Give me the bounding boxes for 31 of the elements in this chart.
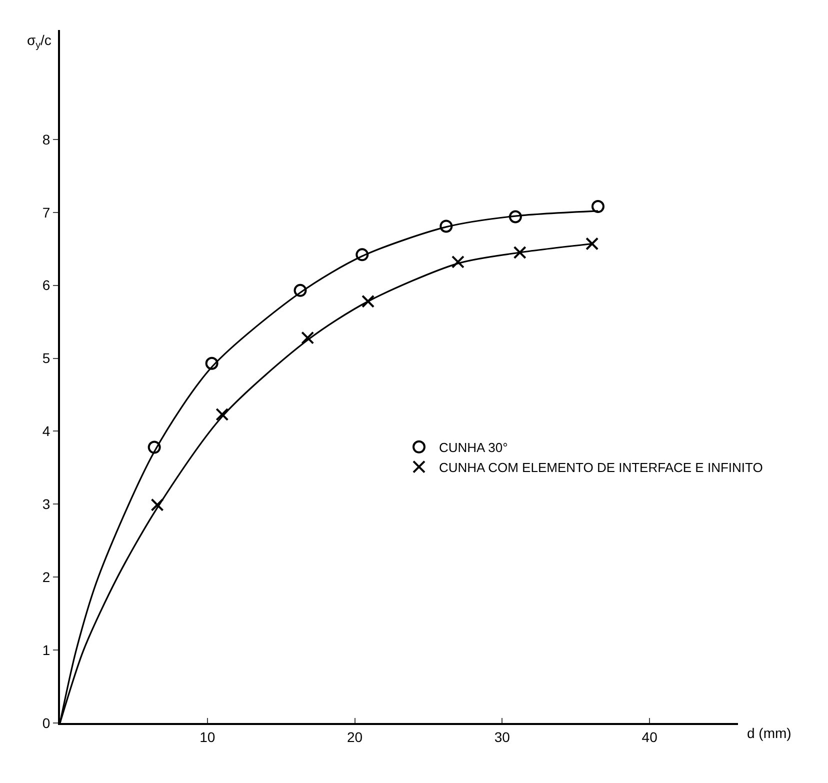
point	[148, 440, 161, 454]
point	[513, 246, 526, 259]
y-tick-label: 8	[42, 131, 50, 148]
y-tick-label: 6	[42, 277, 50, 294]
x-tick-label: 20	[346, 728, 363, 745]
point	[362, 294, 375, 308]
y-tick-label: 5	[42, 350, 50, 366]
y-tick-label: 3	[42, 496, 50, 512]
point	[440, 220, 453, 233]
point	[294, 284, 307, 297]
point	[356, 248, 369, 262]
y-axis-title: σ$_{y}$/c	[27, 32, 52, 51]
legend-label: CUNHA 30°	[439, 440, 508, 455]
point	[150, 498, 164, 512]
legend-label: CUNHA COM ELEMENTO DE INTERFACE E INFINITO	[439, 460, 763, 475]
x-tick-label: 10	[200, 728, 216, 745]
y-tick-label: 0	[42, 714, 50, 731]
x-tick-label: 40	[642, 728, 658, 745]
y-tick-label: 7	[42, 204, 50, 220]
point	[508, 210, 522, 224]
y-tick-label: 1	[42, 642, 50, 658]
point	[205, 356, 218, 370]
y-tick-label: 2	[42, 569, 50, 586]
point	[591, 200, 604, 214]
x-tick-label: 30	[494, 728, 510, 745]
point	[451, 255, 464, 268]
point	[216, 408, 229, 421]
point	[301, 331, 314, 344]
point	[586, 237, 599, 250]
y-tick-label: 4	[42, 423, 50, 440]
x-axis-title: d (mm)	[747, 725, 792, 741]
